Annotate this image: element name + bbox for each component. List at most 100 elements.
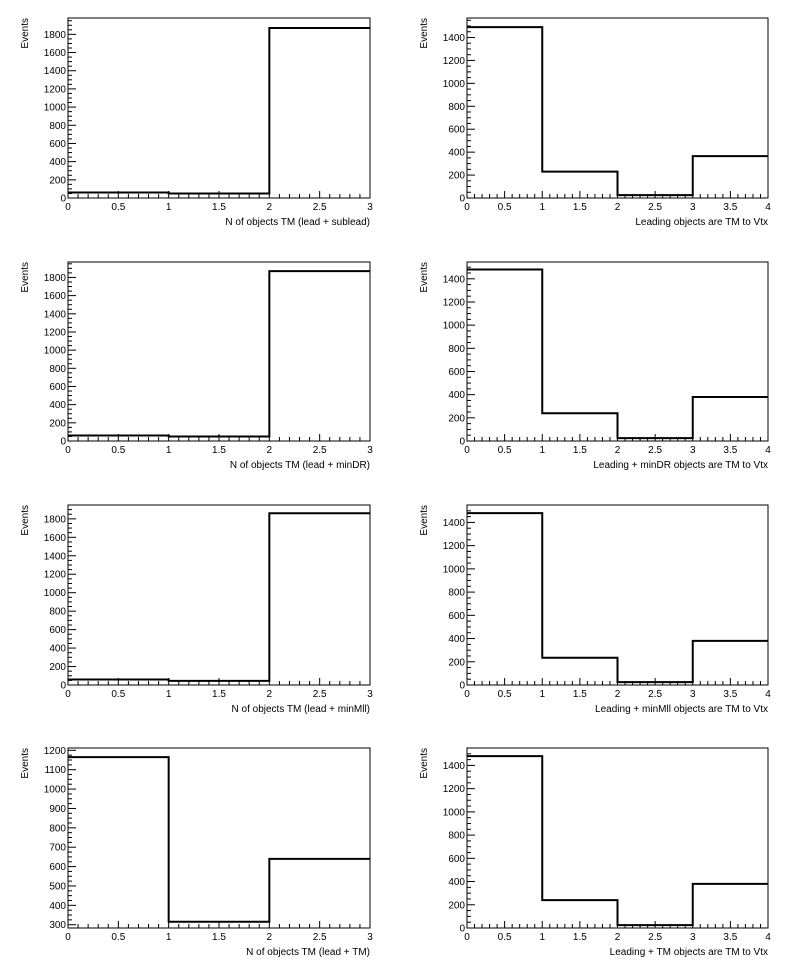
y-tick-label: 900 — [49, 804, 66, 815]
x-tick-label: 2 — [267, 445, 273, 456]
y-tick-label: 200 — [448, 413, 465, 424]
y-axis-title: Events — [419, 262, 430, 293]
x-tick-label: 1.5 — [212, 202, 226, 213]
x-tick-label: 2.5 — [313, 689, 327, 700]
y-tick-label: 0 — [459, 681, 465, 692]
histogram-series — [68, 512, 370, 682]
x-axis-title: Leading + minDR objects are TM to Vtx — [593, 460, 768, 471]
plot-frame — [67, 747, 371, 929]
y-tick-label: 1400 — [443, 33, 466, 44]
y-tick-label: 1800 — [44, 30, 67, 41]
x-tick-label: 0 — [65, 689, 71, 700]
x-tick-label: 2 — [615, 932, 621, 943]
y-tick-label: 1200 — [443, 297, 466, 308]
x-axis-title: N of objects TM (lead + minMll) — [232, 704, 370, 715]
y-tick-label: 200 — [49, 175, 66, 186]
y-tick-label: 0 — [459, 924, 465, 935]
x-tick-label: 0.5 — [498, 202, 512, 213]
x-tick-label: 0 — [464, 932, 470, 943]
x-tick-label: 3 — [690, 689, 696, 700]
y-axis-title: Events — [20, 505, 31, 536]
y-axis-title: Events — [419, 505, 430, 536]
x-tick-label: 2.5 — [648, 445, 662, 456]
y-tick-label: 800 — [49, 607, 66, 618]
x-tick-label: 0.5 — [111, 445, 125, 456]
x-tick-label: 3 — [690, 445, 696, 456]
y-tick-label: 500 — [49, 881, 66, 892]
x-tick-label: 2.5 — [313, 445, 327, 456]
x-tick-label: 2 — [615, 445, 621, 456]
y-tick-label: 1400 — [44, 551, 67, 562]
y-axis-title: Events — [20, 262, 31, 293]
x-tick-label: 0.5 — [498, 445, 512, 456]
histogram-series — [467, 755, 768, 927]
x-tick-label: 1.5 — [573, 689, 587, 700]
y-tick-label: 1600 — [44, 291, 67, 302]
x-tick-label: 2.5 — [648, 202, 662, 213]
x-tick-label: 0.5 — [111, 202, 125, 213]
y-tick-label: 0 — [60, 437, 66, 448]
y-tick-label: 600 — [448, 611, 465, 622]
x-tick-label: 4 — [765, 202, 771, 213]
x-axis-title: N of objects TM (lead + sublead) — [225, 217, 370, 228]
chart-panel-5: 0 0.5 1 1.5 2 2.5 3 0 200 400 600 800 1000 1200 1400 16… — [20, 504, 373, 715]
y-tick-label: 400 — [448, 148, 465, 159]
y-tick-label: 600 — [448, 125, 465, 136]
x-tick-label: 1.5 — [212, 689, 226, 700]
y-tick-label: 400 — [448, 390, 465, 401]
y-tick-label: 1400 — [443, 518, 466, 529]
plot-frame — [67, 17, 371, 199]
x-tick-label: 1 — [539, 932, 545, 943]
x-tick-label: 3.5 — [723, 202, 737, 213]
x-tick-label: 1 — [166, 689, 172, 700]
x-tick-label: 2 — [267, 689, 273, 700]
x-tick-label: 0 — [464, 202, 470, 213]
x-tick-label: 1 — [539, 445, 545, 456]
y-tick-label: 600 — [49, 382, 66, 393]
x-tick-label: 2 — [267, 202, 273, 213]
x-tick-label: 1.5 — [212, 445, 226, 456]
y-tick-label: 1100 — [44, 765, 66, 776]
x-tick-label: 0 — [464, 445, 470, 456]
y-tick-label: 1200 — [44, 327, 67, 338]
x-tick-label: 0.5 — [111, 689, 125, 700]
y-tick-label: 400 — [49, 644, 66, 655]
y-tick-label: 1800 — [44, 514, 67, 525]
y-tick-label: 700 — [49, 843, 66, 854]
y-tick-label: 200 — [49, 662, 66, 673]
x-tick-label: 1 — [539, 202, 545, 213]
y-tick-label: 1800 — [44, 273, 67, 284]
y-tick-label: 800 — [448, 831, 465, 842]
x-tick-label: 1 — [166, 445, 172, 456]
x-tick-label: 3 — [690, 202, 696, 213]
histogram-series — [68, 27, 370, 195]
y-tick-label: 800 — [49, 121, 66, 132]
x-tick-label: 2.5 — [313, 202, 327, 213]
y-tick-label: 1600 — [44, 48, 67, 59]
chart-panel-6: 0 0.5 1 1.5 2 2.5 3 3.5 4 0 200 400 600 800 1000 1200 14… — [419, 504, 771, 715]
y-axis-title: Events — [419, 748, 430, 779]
x-axis-title: Leading + minMll objects are TM to Vtx — [595, 704, 768, 715]
y-tick-label: 0 — [60, 194, 66, 205]
x-tick-label: 3.5 — [723, 932, 737, 943]
y-tick-label: 800 — [49, 823, 66, 834]
x-tick-label: 4 — [765, 445, 771, 456]
y-tick-label: 1200 — [44, 570, 67, 581]
y-tick-label: 0 — [459, 194, 465, 205]
x-tick-label: 3 — [367, 932, 373, 943]
x-axis-title: N of objects TM (lead + TM) — [246, 947, 370, 958]
x-tick-label: 4 — [765, 932, 771, 943]
y-tick-label: 1200 — [44, 746, 67, 757]
x-tick-label: 1 — [166, 932, 172, 943]
x-tick-label: 1 — [166, 202, 172, 213]
chart-panel-4: 0 0.5 1 1.5 2 2.5 3 3.5 4 0 200 400 600 800 1000 1200 14… — [419, 261, 771, 471]
y-tick-label: 600 — [448, 367, 465, 378]
y-tick-label: 600 — [448, 854, 465, 865]
x-tick-label: 0 — [65, 202, 71, 213]
y-tick-label: 400 — [448, 634, 465, 645]
x-axis-title: Leading objects are TM to Vtx — [635, 217, 768, 228]
x-tick-label: 0 — [65, 932, 71, 943]
y-tick-label: 1000 — [443, 564, 466, 575]
x-tick-label: 2.5 — [648, 932, 662, 943]
